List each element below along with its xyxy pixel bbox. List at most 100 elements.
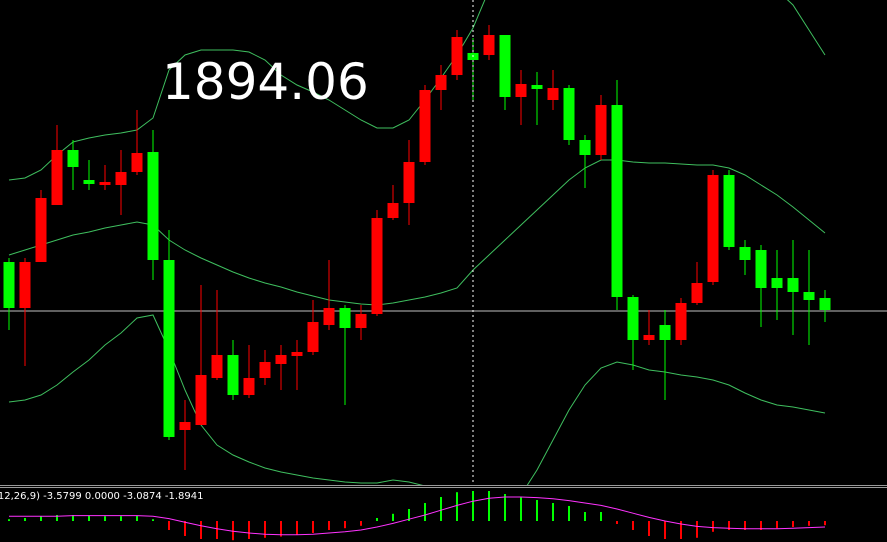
candle-body bbox=[515, 84, 527, 97]
macd-bar bbox=[664, 521, 666, 539]
candle-body bbox=[291, 352, 303, 356]
candle-body bbox=[579, 140, 591, 155]
candle-body bbox=[435, 75, 447, 90]
macd-bar bbox=[584, 512, 586, 521]
candle-body bbox=[307, 322, 319, 352]
candle-body bbox=[563, 88, 575, 140]
macd-bar bbox=[712, 521, 714, 532]
macd-bar bbox=[88, 515, 90, 521]
macd-bar bbox=[136, 515, 138, 521]
candle-body bbox=[595, 105, 607, 155]
macd-bar bbox=[184, 521, 186, 536]
macd-bar bbox=[680, 521, 682, 539]
macd-bar bbox=[280, 521, 282, 537]
candle-body bbox=[627, 297, 639, 340]
macd-bar bbox=[232, 521, 234, 541]
macd-bar bbox=[392, 513, 394, 521]
macd-bar bbox=[200, 521, 202, 539]
macd-bar bbox=[472, 491, 474, 521]
candle-body bbox=[51, 150, 63, 205]
candle-body bbox=[211, 355, 223, 378]
macd-bar bbox=[520, 497, 522, 521]
candle-body bbox=[707, 175, 719, 282]
macd-bar bbox=[616, 521, 618, 524]
price-panel bbox=[0, 0, 887, 485]
candle-body bbox=[179, 422, 191, 430]
band-line bbox=[8, 314, 826, 485]
macd-bar bbox=[168, 521, 170, 530]
candle-body bbox=[371, 218, 383, 314]
candle-body bbox=[35, 198, 47, 262]
macd-bar bbox=[648, 521, 650, 536]
macd-bar bbox=[488, 491, 490, 521]
macd-bar bbox=[120, 516, 122, 521]
macd-panel bbox=[8, 491, 826, 541]
candle-body bbox=[419, 90, 431, 162]
candle-body bbox=[675, 303, 687, 340]
candle-body bbox=[547, 88, 559, 100]
candle-body bbox=[531, 85, 543, 89]
band-line bbox=[8, 159, 826, 306]
macd-bar bbox=[248, 521, 250, 539]
macd-bar bbox=[360, 521, 362, 526]
candle-body bbox=[227, 355, 239, 395]
candle-body bbox=[67, 150, 79, 167]
macd-bar bbox=[776, 521, 778, 529]
candle-body bbox=[787, 278, 799, 292]
candle-body bbox=[643, 335, 655, 340]
macd-bar bbox=[152, 519, 154, 521]
candle-body bbox=[323, 308, 335, 325]
macd-bar bbox=[632, 521, 634, 530]
macd-bar bbox=[264, 521, 266, 538]
macd-bar bbox=[568, 506, 570, 521]
candle-body bbox=[3, 262, 15, 308]
candle-body bbox=[723, 175, 735, 247]
macd-bar bbox=[600, 512, 602, 521]
candle-body bbox=[131, 153, 143, 172]
macd-bar bbox=[792, 521, 794, 527]
candle-body bbox=[83, 180, 95, 184]
macd-bar bbox=[824, 521, 826, 526]
macd-bar bbox=[440, 497, 442, 521]
candle-body bbox=[451, 37, 463, 75]
price-label: 1894.06 bbox=[162, 53, 369, 111]
macd-bar bbox=[456, 492, 458, 521]
macd-bar bbox=[536, 500, 538, 521]
macd-bar bbox=[744, 521, 746, 530]
candle-body bbox=[275, 355, 287, 364]
macd-bar bbox=[408, 509, 410, 521]
macd-bar bbox=[312, 521, 314, 533]
candle-body bbox=[339, 308, 351, 328]
candle-body bbox=[499, 35, 511, 97]
macd-bar bbox=[376, 518, 378, 521]
candle-body bbox=[755, 250, 767, 288]
macd-bar bbox=[296, 521, 298, 535]
macd-bar bbox=[344, 521, 346, 529]
macd-bar bbox=[696, 521, 698, 538]
candle-body bbox=[147, 152, 159, 260]
candle-body bbox=[243, 378, 255, 395]
candle-body bbox=[771, 278, 783, 288]
macd-bar bbox=[72, 515, 74, 521]
macd-bar bbox=[328, 521, 330, 530]
band-line bbox=[8, 0, 826, 181]
candle-body bbox=[355, 314, 367, 328]
macd-label: (12,26,9) -3.5799 0.0000 -3.0874 -1.8941 bbox=[0, 491, 203, 502]
candle-body bbox=[387, 203, 399, 218]
macd-bar bbox=[728, 521, 730, 530]
macd-bar bbox=[8, 519, 10, 521]
candle-body bbox=[659, 325, 671, 340]
macd-bar bbox=[808, 521, 810, 526]
macd-bar bbox=[24, 518, 26, 521]
candle-body bbox=[483, 35, 495, 55]
macd-bar bbox=[104, 516, 106, 521]
candle-body bbox=[195, 375, 207, 425]
candle-body bbox=[819, 298, 831, 310]
macd-bar bbox=[504, 494, 506, 521]
candle-body bbox=[115, 172, 127, 185]
macd-bar bbox=[424, 503, 426, 521]
candle-body bbox=[99, 182, 111, 185]
candle-body bbox=[739, 247, 751, 260]
macd-bar bbox=[216, 521, 218, 539]
